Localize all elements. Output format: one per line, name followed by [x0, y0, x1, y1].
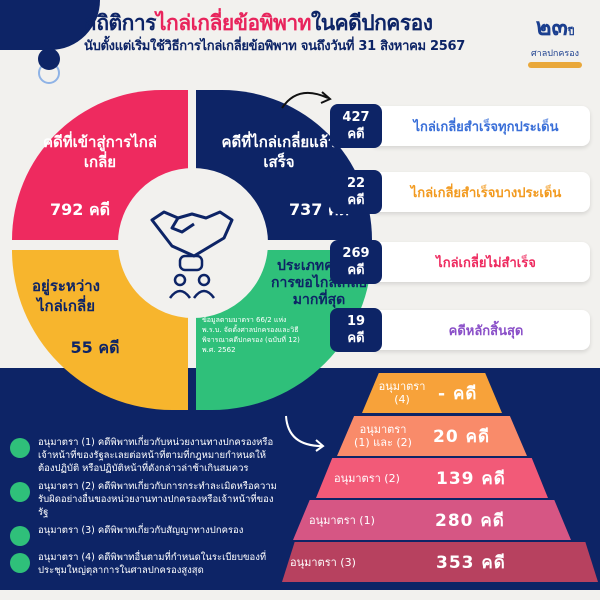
header: สถิติการไกล่เกลี่ยข้อพิพาทในคดีปกครอง นั… — [84, 10, 514, 55]
page-subtitle: นับตั้งแต่เริ่มใช้วิธีการไกล่เกลี่ยข้อพิ… — [84, 39, 465, 54]
legend-item: อนุมาตรา (2) คดีพิพาทเกี่ยวกับการกระทำละ… — [10, 480, 278, 519]
outcome-item: ไกล่เกลี่ยสำเร็จบางประเด็น — [370, 172, 590, 212]
pyramid-tier: อนุมาตรา (3) 353 คดี — [282, 542, 598, 582]
outcome-item: คดีหลักสิ้นสุด — [370, 310, 590, 350]
people-chat-icon — [168, 254, 216, 299]
outcome-count: 22 คดี — [330, 170, 382, 214]
pyramid-tier: อนุมาตรา (1) และ (2) 20 คดี — [337, 416, 527, 456]
handshake-icon — [150, 210, 234, 299]
page-title: สถิติการไกล่เกลี่ยข้อพิพาทในคดีปกครอง — [84, 11, 433, 35]
person-icon — [10, 526, 30, 546]
outcome-count: 19 คดี — [330, 308, 382, 352]
arrow-icon — [285, 415, 325, 452]
arrow-icon — [281, 91, 332, 109]
center-circle — [118, 168, 268, 318]
pyramid-tier: อนุมาตรา (1) 280 คดี — [293, 500, 571, 540]
legend-item: อนุมาตรา (4) คดีพิพาทอื่นตามที่กำหนดในระ… — [10, 551, 278, 577]
outcome-item: ไกล่เกลี่ยสำเร็จทุกประเด็น — [370, 106, 590, 146]
decorative-dot — [38, 48, 60, 70]
legend-item: อนุมาตรา (3) คดีพิพาทเกี่ยวกับสัญญาทางปก… — [10, 524, 278, 546]
outcome-count: 427 คดี — [330, 104, 382, 148]
person-icon — [10, 553, 30, 573]
pyramid-tier: อนุมาตรา (4) - คดี — [362, 373, 502, 413]
outcome-count: 269 คดี — [330, 240, 382, 284]
person-icon — [10, 482, 30, 502]
court-logo: ๒๓ปี ศาลปกครอง — [520, 14, 590, 68]
person-icon — [10, 438, 30, 458]
legend-item: อนุมาตรา (1) คดีพิพาทเกี่ยวกับหน่วยงานทา… — [10, 436, 278, 475]
legend-list: อนุมาตรา (1) คดีพิพาทเกี่ยวกับหน่วยงานทา… — [10, 436, 278, 577]
pyramid-tier: อนุมาตรา (2) 139 คดี — [316, 458, 548, 498]
outcome-item: ไกล่เกลี่ยไม่สำเร็จ — [370, 242, 590, 282]
